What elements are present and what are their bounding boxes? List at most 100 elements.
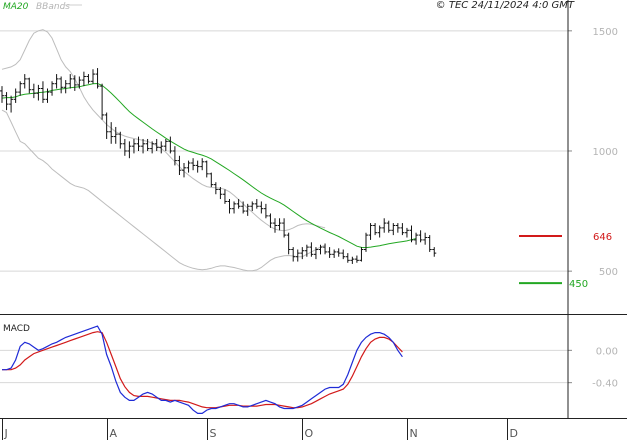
ohlc-bar (409, 225, 414, 243)
ohlc-bar (86, 74, 91, 84)
ohlc-bar (54, 74, 59, 89)
ohlc-bar (172, 146, 177, 166)
ohlc-bar (386, 220, 391, 233)
bollinger-bands (1, 29, 326, 272)
ohlc-bar (218, 187, 223, 200)
ohlc-bar (213, 182, 218, 195)
ohlc-bar (368, 223, 373, 240)
ohlc-bar (313, 247, 318, 260)
ohlc-bars (0, 68, 437, 264)
ohlc-bar (22, 74, 27, 89)
price-tick-label: 500 (599, 267, 618, 278)
ohlc-bar (191, 158, 196, 171)
ohlc-bar (127, 141, 132, 159)
legend-bbands: BBands (36, 2, 70, 12)
ohlc-bar (286, 232, 291, 255)
ohlc-bar (118, 131, 123, 149)
ohlc-bar (318, 244, 323, 255)
macd-panel: 0.00 -0.40 (0, 325, 618, 414)
ohlc-bar (418, 230, 423, 243)
macd-panel-title: MACD (3, 324, 30, 334)
ohlc-bar (40, 81, 45, 103)
ohlc-bar (354, 255, 359, 263)
ohlc-bar (259, 201, 264, 214)
month-label: D (510, 427, 518, 440)
ohlc-bar (145, 138, 150, 151)
ohlc-bar (391, 223, 396, 236)
ohlc-bar (36, 84, 41, 101)
ohlc-bar (323, 243, 328, 255)
ohlc-bar (182, 163, 186, 178)
ohlc-bar (432, 247, 437, 257)
price-tick-label: 1000 (593, 147, 618, 158)
ohlc-bar (150, 141, 155, 154)
ohlc-bar (159, 141, 164, 154)
ohlc-bar (68, 74, 73, 89)
ohlc-bar (186, 160, 191, 173)
ohlc-bar (304, 244, 309, 257)
ohlc-bar (245, 203, 250, 216)
ohlc-bar (341, 249, 346, 260)
ohlc-bar (177, 155, 182, 176)
ohlc-bar (359, 247, 364, 262)
ohlc-bar (104, 112, 109, 139)
ohlc-bar (273, 218, 277, 233)
ohlc-bar (113, 126, 118, 144)
ohlc-bar (18, 81, 23, 96)
bollinger-upper-band (1, 29, 326, 232)
ohlc-bar (209, 172, 214, 188)
ohlc-bar (395, 223, 400, 233)
macd-tick-label: 0.00 (596, 346, 618, 357)
ohlc-bar (4, 92, 9, 111)
ohlc-bar (222, 189, 227, 204)
ohlc-bar (50, 81, 55, 96)
ohlc-bar (131, 138, 136, 154)
ohlc-bar (377, 225, 382, 238)
ohlc-bar (350, 256, 355, 264)
ohlc-bar (63, 80, 68, 94)
macd-axis-ticks: 0.00 -0.40 (568, 346, 618, 390)
price-axis-ticks: 500 1000 1500 (568, 27, 618, 278)
ohlc-bar (0, 86, 4, 103)
ohlc-bar (295, 249, 300, 262)
month-label: S (210, 427, 217, 440)
price-levels: 646 450 (519, 232, 612, 290)
ohlc-bar (204, 160, 209, 178)
month-label: A (110, 427, 118, 440)
copyright-text: © TEC 24/11/2024 4:0 GMT (436, 0, 575, 11)
ohlc-bar (250, 201, 255, 212)
ohlc-bar (9, 95, 14, 113)
ohlc-bar (227, 199, 232, 214)
ohlc-bar (300, 247, 305, 260)
ohlc-bar (254, 199, 259, 209)
price-panel: 646 450 500 1000 1500 (0, 27, 618, 290)
ohlc-bar (404, 227, 409, 238)
ma20-path (1, 82, 417, 249)
ohlc-bar (195, 160, 200, 173)
month-label: N (410, 427, 418, 440)
ohlc-bar (427, 235, 432, 252)
macd-gridlines (0, 349, 568, 384)
month-label: J (4, 427, 8, 440)
ohlc-bar (91, 69, 95, 84)
resistance-label: 646 (593, 232, 612, 243)
ohlc-bar (263, 203, 268, 219)
legend-ma20: MA20 (3, 2, 29, 12)
ohlc-bar (268, 213, 273, 228)
macd-signal-line (2, 331, 403, 409)
ohlc-bar (27, 77, 32, 94)
price-tick-label: 1500 (593, 27, 618, 38)
support-label: 450 (569, 279, 588, 290)
ohlc-bar (200, 158, 205, 171)
ohlc-bar (122, 138, 127, 156)
macd-line (2, 325, 403, 414)
ohlc-bar (414, 232, 419, 245)
bollinger-lower-band (1, 109, 326, 272)
ohlc-bar (95, 68, 100, 89)
ohlc-bar (236, 199, 241, 209)
ohlc-bar (77, 76, 82, 89)
ohlc-bar (364, 232, 368, 252)
